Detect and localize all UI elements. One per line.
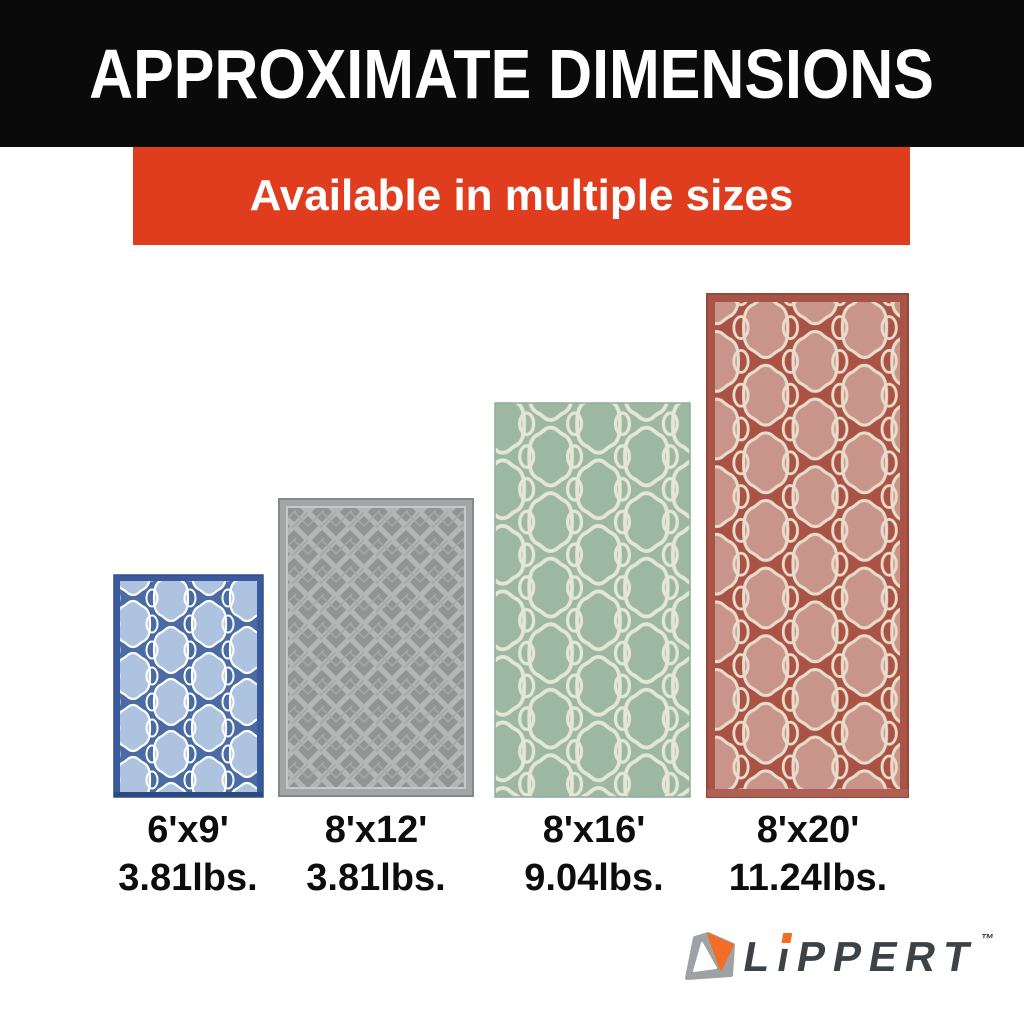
rug-8x16: [494, 402, 691, 798]
rug-weight: 11.24lbs.: [728, 857, 888, 899]
subtitle-text: Available in multiple sizes: [249, 171, 794, 220]
rug-size: 6'x9': [147, 809, 229, 851]
label-rug-6x9: 6'x9' 3.81lbs.: [78, 806, 298, 902]
rug-6x9: [113, 574, 264, 798]
rug-8x20: [706, 293, 909, 798]
rug-8x12: [278, 498, 474, 797]
label-rug-8x16: 8'x16' 9.04lbs.: [484, 806, 704, 902]
rug-size-comparison: [113, 293, 909, 798]
lippert-logo: LıPPERT™: [678, 930, 995, 984]
header-banner: APPROXIMATE DIMENSIONS: [0, 0, 1024, 147]
label-rug-8x12: 8'x12' 3.81lbs.: [266, 806, 486, 902]
lippert-mark-icon: [685, 932, 735, 980]
rug-size: 8'x12': [324, 809, 428, 851]
rug-size: 8'x16': [542, 809, 646, 851]
trademark-symbol: ™: [979, 931, 995, 946]
label-rug-8x20: 8'x20' 11.24lbs.: [698, 806, 918, 902]
lippert-wordmark: LıPPERT™: [739, 931, 995, 980]
subtitle-banner: Available in multiple sizes: [133, 147, 910, 245]
rug-weight: 3.81lbs.: [306, 857, 446, 899]
rug-size: 8'x20': [756, 809, 860, 851]
rug-weight: 3.81lbs.: [118, 857, 258, 899]
page-title: APPROXIMATE DIMENSIONS: [89, 34, 935, 113]
rug-weight: 9.04lbs.: [524, 857, 664, 899]
